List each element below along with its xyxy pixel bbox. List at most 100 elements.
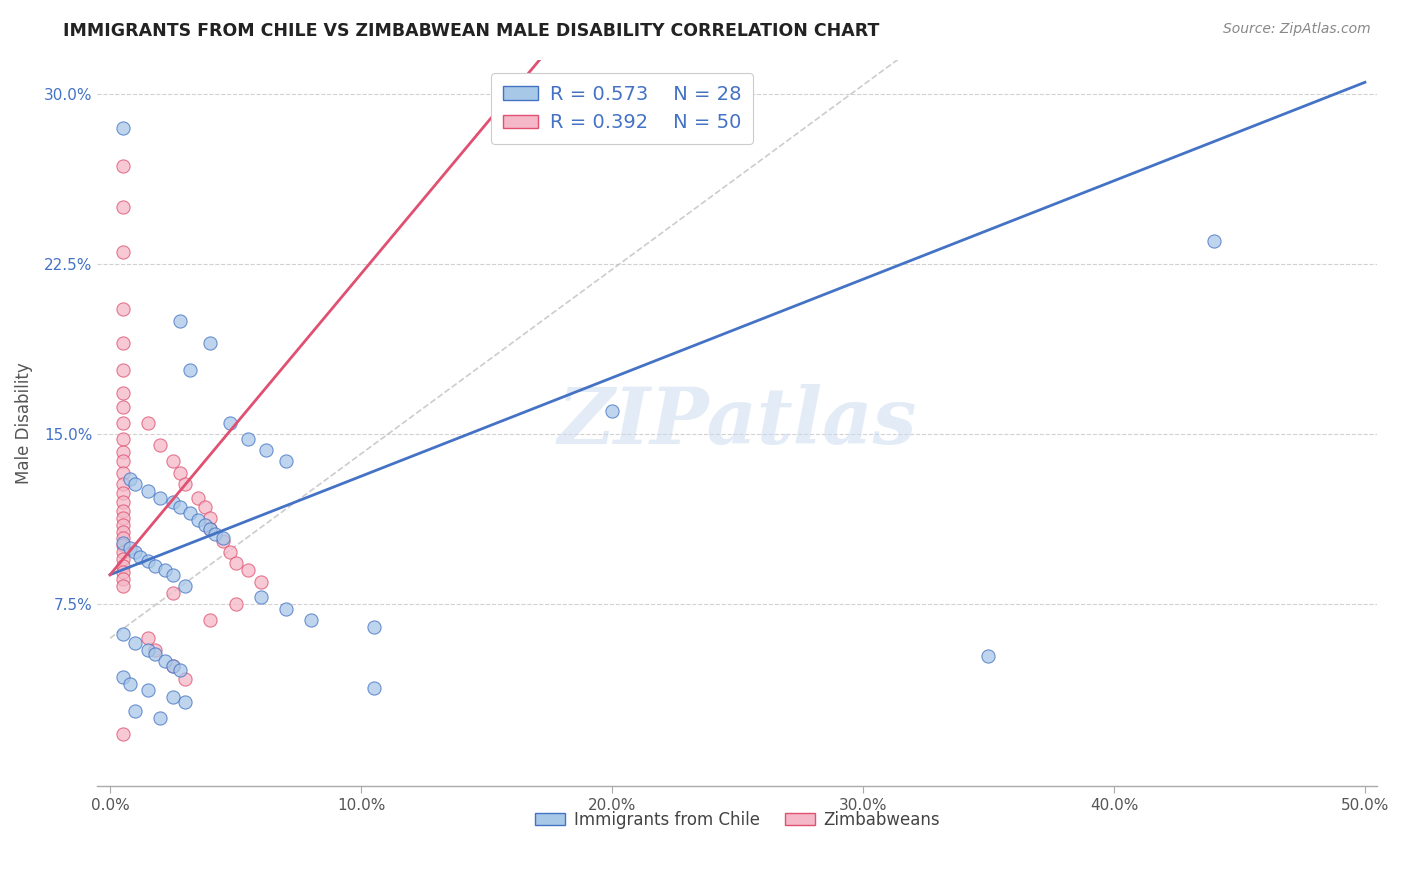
Point <box>111 363 134 377</box>
Point <box>111 400 134 414</box>
Point <box>111 504 134 518</box>
Point <box>212 533 235 548</box>
Point <box>187 491 209 505</box>
Legend: Immigrants from Chile, Zimbabweans: Immigrants from Chile, Zimbabweans <box>529 805 946 836</box>
Point <box>111 536 134 550</box>
Point <box>111 486 134 500</box>
Point <box>200 511 222 525</box>
Point <box>219 545 242 559</box>
Point <box>274 454 297 468</box>
Point <box>219 416 242 430</box>
Point <box>174 477 197 491</box>
Point <box>120 676 142 690</box>
Point <box>111 336 134 351</box>
Point <box>254 442 277 457</box>
Point <box>162 658 184 673</box>
Point <box>174 695 197 709</box>
Point <box>169 313 191 327</box>
Point <box>136 416 159 430</box>
Point <box>204 527 226 541</box>
Point <box>149 711 172 725</box>
Point <box>111 726 134 740</box>
Point <box>249 591 271 605</box>
Point <box>236 432 259 446</box>
Point <box>111 159 134 173</box>
Point <box>977 649 1000 664</box>
Point <box>169 466 191 480</box>
Point <box>162 690 184 705</box>
Point <box>111 538 134 552</box>
Point <box>169 663 191 677</box>
Text: IMMIGRANTS FROM CHILE VS ZIMBABWEAN MALE DISABILITY CORRELATION CHART: IMMIGRANTS FROM CHILE VS ZIMBABWEAN MALE… <box>63 22 880 40</box>
Point <box>200 522 222 536</box>
Point <box>111 626 134 640</box>
Point <box>274 601 297 615</box>
Point <box>299 613 322 627</box>
Point <box>136 632 159 646</box>
Point <box>111 495 134 509</box>
Point <box>200 522 222 536</box>
Point <box>111 386 134 401</box>
Point <box>111 566 134 580</box>
Point <box>120 472 142 486</box>
Point <box>225 597 247 611</box>
Point <box>111 524 134 539</box>
Point <box>600 404 623 418</box>
Point <box>363 620 385 634</box>
Point <box>111 511 134 525</box>
Point <box>111 532 134 546</box>
Point <box>136 554 159 568</box>
Point <box>155 563 177 577</box>
Point <box>111 416 134 430</box>
Point <box>187 513 209 527</box>
Point <box>1204 234 1226 248</box>
Point <box>149 438 172 452</box>
Point <box>111 545 134 559</box>
Point <box>143 642 166 657</box>
Point <box>179 507 201 521</box>
Point <box>124 545 146 559</box>
Point <box>363 681 385 696</box>
Point <box>136 483 159 498</box>
Point <box>225 557 247 571</box>
Point <box>174 579 197 593</box>
Point <box>162 567 184 582</box>
Point <box>111 517 134 532</box>
Point <box>155 654 177 668</box>
Point <box>249 574 271 589</box>
Point <box>200 613 222 627</box>
Point <box>212 532 235 546</box>
Point <box>129 549 152 564</box>
Point <box>194 500 217 514</box>
Point <box>111 552 134 566</box>
Point <box>162 586 184 600</box>
Point <box>143 647 166 661</box>
Point <box>120 541 142 555</box>
Point <box>169 500 191 514</box>
Point <box>111 558 134 573</box>
Point <box>200 336 222 351</box>
Point <box>136 642 159 657</box>
Point <box>162 495 184 509</box>
Point <box>236 563 259 577</box>
Point <box>111 445 134 459</box>
Point <box>179 363 201 377</box>
Point <box>124 704 146 718</box>
Point <box>111 200 134 214</box>
Point <box>111 579 134 593</box>
Text: Source: ZipAtlas.com: Source: ZipAtlas.com <box>1223 22 1371 37</box>
Point <box>162 658 184 673</box>
Text: ZIPatlas: ZIPatlas <box>558 384 917 461</box>
Point <box>174 672 197 686</box>
Point <box>149 491 172 505</box>
Point <box>111 302 134 317</box>
Point <box>111 120 134 135</box>
Point <box>124 477 146 491</box>
Point <box>143 558 166 573</box>
Point <box>111 572 134 586</box>
Point <box>111 670 134 684</box>
Point <box>124 636 146 650</box>
Point <box>111 454 134 468</box>
Point <box>111 466 134 480</box>
Point <box>111 477 134 491</box>
